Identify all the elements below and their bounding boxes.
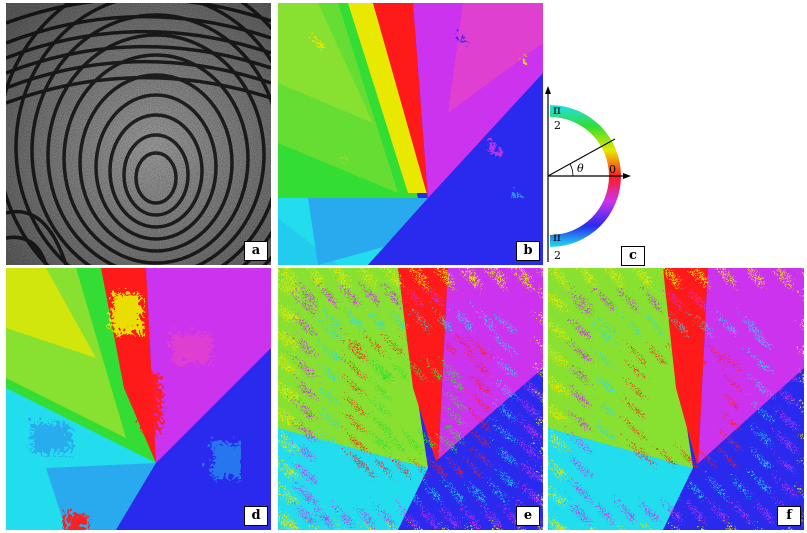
panel-c-color-legend: π 2 θ 0 π 2 c [545,84,645,266]
panel-f-orientation-field: f [548,268,804,530]
top-denominator: 2 [554,119,561,132]
panel-label-f: f [777,506,801,526]
panel-label-c: c [621,246,645,266]
orientation-map-e [278,268,543,530]
panel-label-e: e [516,506,540,526]
panel-label-b: b [516,241,540,261]
theta-label: θ [577,162,584,175]
bottom-denominator: 2 [554,249,561,262]
orientation-map-b [278,3,543,265]
orientation-map-f [548,268,804,530]
bottom-pi-label: π [553,230,561,244]
panel-label-d: d [244,506,268,526]
color-wheel-ring [550,105,621,247]
fingerprint-image [6,3,271,265]
orientation-map-d [6,268,271,530]
top-pi-label: π [553,103,561,117]
panel-e-orientation-field: e [278,268,543,530]
panel-d-orientation-field: d [6,268,271,530]
panel-a-fingerprint: a [6,3,271,265]
color-wheel-legend: π 2 θ 0 π 2 [545,86,631,262]
panel-label-a: a [244,241,268,261]
panel-b-orientation-field: b [278,3,543,265]
zero-label: 0 [609,163,616,176]
angle-line [547,138,616,177]
